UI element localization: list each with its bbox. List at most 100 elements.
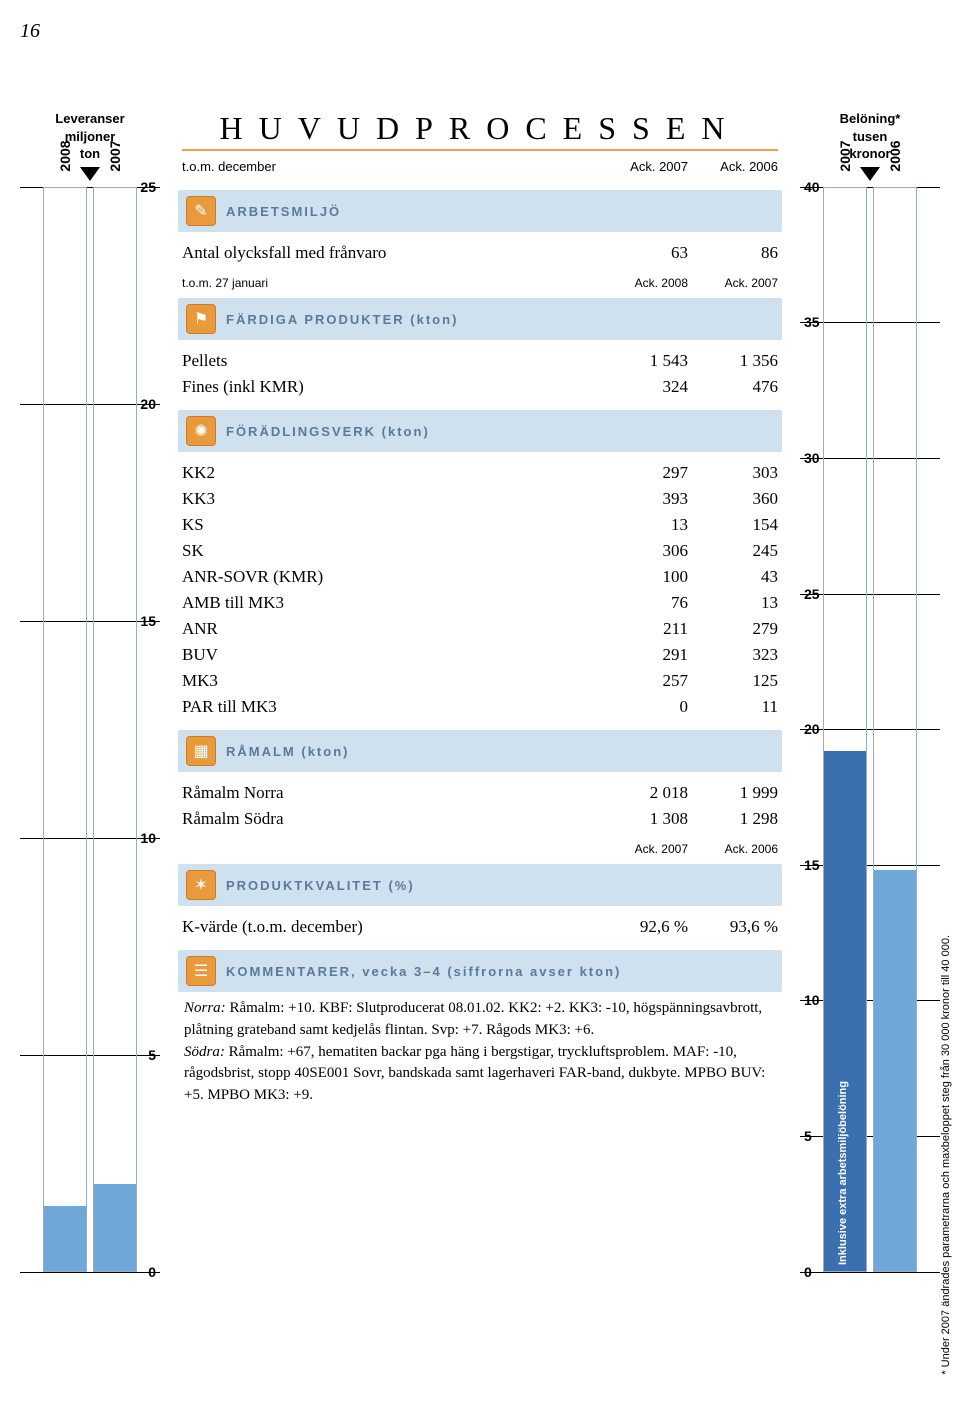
right-title-l3: kronor — [849, 146, 890, 161]
scale-bar-fill — [44, 1206, 86, 1271]
row-val1: 324 — [602, 374, 692, 400]
row-label: PAR till MK3 — [178, 694, 602, 720]
right-title-l1: Belöning* — [840, 111, 901, 126]
table-row: SK306245 — [178, 538, 782, 564]
title-subline: t.o.m. december Ack. 2007 Ack. 2006 — [178, 157, 782, 184]
row-label: KK2 — [178, 460, 602, 486]
row-val1: 297 — [602, 460, 692, 486]
row-val2: 279 — [692, 616, 782, 642]
row-val1: 92,6 % — [602, 914, 692, 940]
scale-bar-year: 2008 — [57, 140, 73, 171]
subline-label — [182, 842, 598, 856]
scale-tick — [800, 1272, 940, 1273]
scale-bars: Inklusive extra arbetsmiljöbelöning20072… — [800, 187, 940, 1272]
row-label: AMB till MK3 — [178, 590, 602, 616]
section-icon: ☰ — [186, 956, 216, 986]
section-subline: t.o.m. 27 januariAck. 2008Ack. 2007 — [178, 276, 782, 292]
row-val2: 1 356 — [692, 348, 782, 374]
section-header: ☰ KOMMENTARER, vecka 3–4 (siffrorna avser… — [178, 950, 782, 992]
scale-tick — [20, 1272, 160, 1273]
table-row: Råmalm Norra2 0181 999 — [178, 780, 782, 806]
pointer-down-icon — [860, 167, 880, 181]
scale-bar: 2006 — [873, 187, 917, 1272]
section-header: ✎ ARBETSMILJÖ — [178, 190, 782, 232]
row-label: ANR-SOVR (KMR) — [178, 564, 602, 590]
section-icon: ✎ — [186, 196, 216, 226]
row-val1: 0 — [602, 694, 692, 720]
row-val2: 360 — [692, 486, 782, 512]
data-table: Pellets1 5431 356Fines (inkl KMR)324476 — [178, 348, 782, 400]
row-label: Råmalm Södra — [178, 806, 602, 832]
left-scale: 051015202520082007 — [20, 187, 160, 1272]
row-label: BUV — [178, 642, 602, 668]
row-val2: 1 999 — [692, 780, 782, 806]
row-val2: 476 — [692, 374, 782, 400]
table-row: KK2297303 — [178, 460, 782, 486]
row-val1: 291 — [602, 642, 692, 668]
row-val1: 100 — [602, 564, 692, 590]
row-val2: 86 — [692, 240, 782, 266]
section-header: ▦ RÅMALM (kton) — [178, 730, 782, 772]
section-title: RÅMALM (kton) — [226, 744, 349, 759]
row-label: KS — [178, 512, 602, 538]
left-scale-column: Leveranser miljoner ton 0510152025200820… — [20, 110, 160, 1365]
subline-col2: Ack. 2007 — [598, 159, 688, 174]
right-scale: 0510152025303540Inklusive extra arbetsmi… — [800, 187, 940, 1272]
section-icon: ✶ — [186, 870, 216, 900]
row-val1: 393 — [602, 486, 692, 512]
row-val2: 303 — [692, 460, 782, 486]
scale-bar: 2007 — [93, 187, 137, 1272]
scale-bar-fill — [94, 1184, 136, 1271]
left-title-l1: Leveranser — [55, 111, 124, 126]
section-title: PRODUKTKVALITET (%) — [226, 878, 415, 893]
row-label: KK3 — [178, 486, 602, 512]
right-scale-heading: Belöning* tusen kronor — [800, 110, 940, 163]
section-icon: ▦ — [186, 736, 216, 766]
row-val1: 306 — [602, 538, 692, 564]
subline-c3: Ack. 2007 — [688, 276, 778, 290]
row-label: Antal olycksfall med frånvaro — [178, 240, 602, 266]
section-title: KOMMENTARER, vecka 3–4 (siffrorna avser … — [226, 964, 621, 979]
table-row: BUV291323 — [178, 642, 782, 668]
row-label: SK — [178, 538, 602, 564]
row-val1: 1 543 — [602, 348, 692, 374]
scale-bar-fill — [874, 870, 916, 1271]
scale-bar-fill: Inklusive extra arbetsmiljöbelöning — [824, 751, 866, 1271]
table-row: KS13154 — [178, 512, 782, 538]
row-val1: 2 018 — [602, 780, 692, 806]
page-number: 16 — [20, 20, 40, 43]
left-scale-heading: Leveranser miljoner ton — [20, 110, 160, 163]
data-table: Antal olycksfall med frånvaro6386 — [178, 240, 782, 266]
section-header: ⚑FÄRDIGA PRODUKTER (kton) — [178, 298, 782, 340]
row-val2: 93,6 % — [692, 914, 782, 940]
subline-c2: Ack. 2007 — [598, 842, 688, 856]
subline-c2: Ack. 2008 — [598, 276, 688, 290]
comments-body: Norra: Råmalm: +10. KBF: Slutproducerat … — [178, 992, 782, 1107]
data-table: Råmalm Norra2 0181 999Råmalm Södra1 3081… — [178, 780, 782, 832]
table-row: ANR211279 — [178, 616, 782, 642]
table-row: ANR-SOVR (KMR)10043 — [178, 564, 782, 590]
row-val2: 13 — [692, 590, 782, 616]
row-label: K-värde (t.o.m. december) — [178, 914, 602, 940]
row-label: Råmalm Norra — [178, 780, 602, 806]
section-title: ARBETSMILJÖ — [226, 204, 341, 219]
right-title-l2: tusen — [853, 129, 888, 144]
subline-c3: Ack. 2006 — [688, 842, 778, 856]
section-title: FÄRDIGA PRODUKTER (kton) — [226, 312, 458, 327]
section-header: ✶ PRODUKTKVALITET (%) — [178, 864, 782, 906]
main-grid: Leveranser miljoner ton 0510152025200820… — [20, 110, 940, 1365]
scale-bar: Inklusive extra arbetsmiljöbelöning2007 — [823, 187, 867, 1272]
data-table: KK2297303KK3393360KS13154SK306245ANR-SOV… — [178, 460, 782, 720]
row-val2: 125 — [692, 668, 782, 694]
row-label: MK3 — [178, 668, 602, 694]
main-title: HUVUDPROCESSEN — [178, 110, 782, 147]
table-row: AMB till MK37613 — [178, 590, 782, 616]
row-label: Pellets — [178, 348, 602, 374]
row-val2: 11 — [692, 694, 782, 720]
row-val1: 13 — [602, 512, 692, 538]
table-row: Pellets1 5431 356 — [178, 348, 782, 374]
table-row: Antal olycksfall med frånvaro6386 — [178, 240, 782, 266]
table-row: PAR till MK3011 — [178, 694, 782, 720]
row-val2: 43 — [692, 564, 782, 590]
scale-bar-inner-label: Inklusive extra arbetsmiljöbelöning — [837, 1081, 849, 1265]
